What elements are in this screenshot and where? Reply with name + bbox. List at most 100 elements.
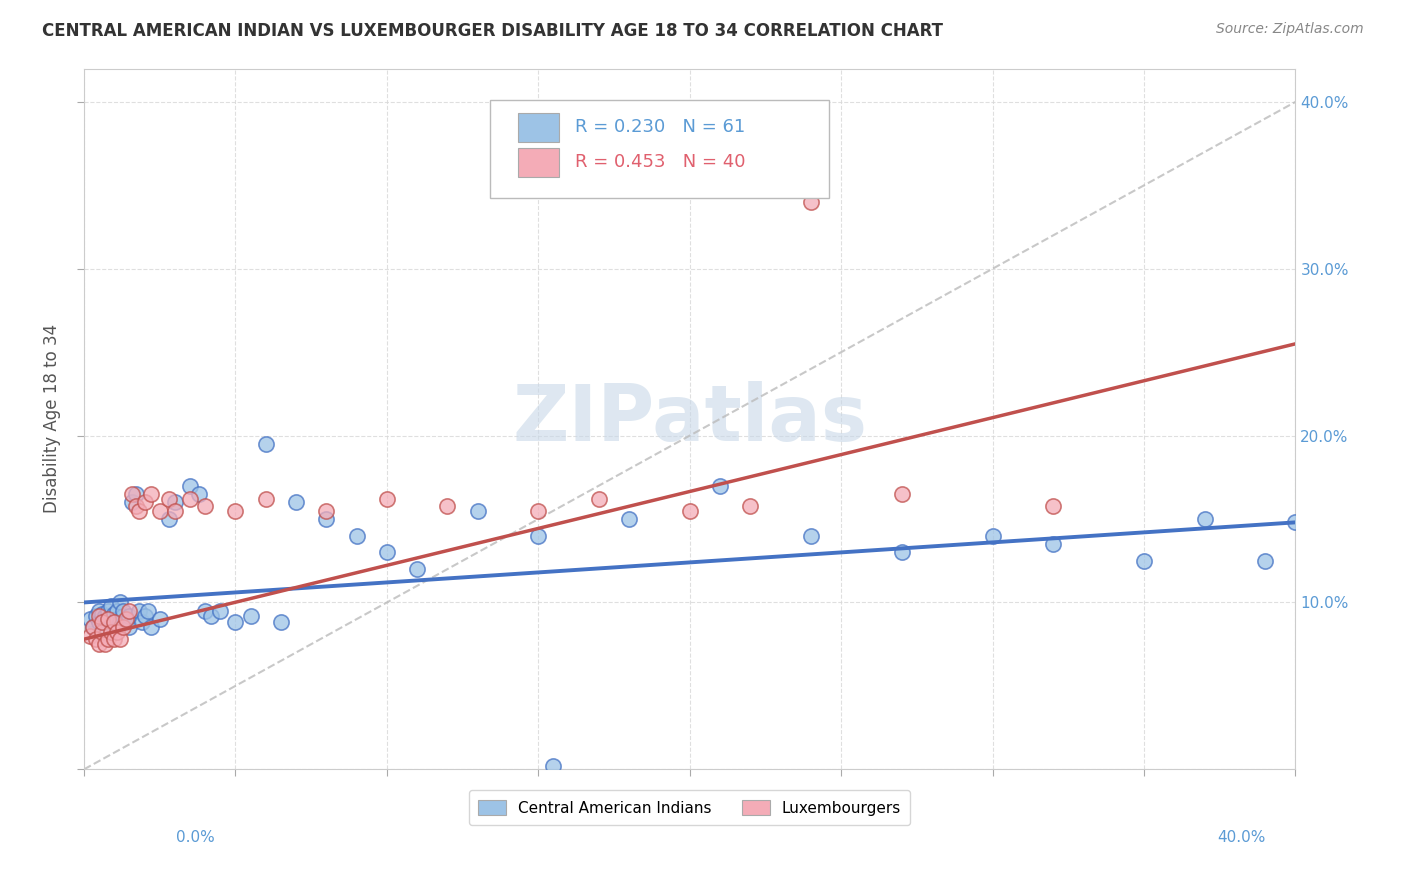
Point bbox=[103, 615, 125, 630]
Point bbox=[97, 612, 120, 626]
Text: CENTRAL AMERICAN INDIAN VS LUXEMBOURGER DISABILITY AGE 18 TO 34 CORRELATION CHAR: CENTRAL AMERICAN INDIAN VS LUXEMBOURGER … bbox=[42, 22, 943, 40]
Point bbox=[239, 608, 262, 623]
FancyBboxPatch shape bbox=[517, 112, 560, 142]
Point bbox=[115, 612, 138, 626]
Point bbox=[97, 632, 120, 647]
Point bbox=[800, 194, 823, 209]
Point bbox=[118, 620, 141, 634]
Point bbox=[179, 491, 201, 506]
Point bbox=[315, 512, 337, 526]
Point bbox=[112, 608, 135, 623]
Point bbox=[136, 604, 159, 618]
Point bbox=[121, 495, 143, 509]
Point bbox=[194, 604, 217, 618]
Point bbox=[527, 529, 550, 543]
Point bbox=[543, 759, 565, 773]
Point bbox=[110, 595, 132, 609]
Point bbox=[105, 625, 128, 640]
Point bbox=[115, 615, 138, 630]
Point bbox=[94, 608, 117, 623]
Point bbox=[436, 499, 458, 513]
Point bbox=[91, 607, 114, 621]
Point bbox=[1042, 537, 1064, 551]
Point bbox=[157, 512, 180, 526]
Point bbox=[118, 604, 141, 618]
Point bbox=[91, 615, 114, 630]
Legend: Central American Indians, Luxembourgers: Central American Indians, Luxembourgers bbox=[470, 790, 910, 825]
Point bbox=[103, 620, 125, 634]
Point bbox=[134, 608, 156, 623]
Text: 0.0%: 0.0% bbox=[176, 830, 215, 845]
Point bbox=[679, 504, 702, 518]
Point bbox=[224, 615, 246, 630]
Text: 40.0%: 40.0% bbox=[1218, 830, 1265, 845]
Point bbox=[89, 604, 111, 618]
Text: R = 0.230   N = 61: R = 0.230 N = 61 bbox=[575, 118, 745, 136]
Point bbox=[467, 504, 489, 518]
Text: R = 0.453   N = 40: R = 0.453 N = 40 bbox=[575, 153, 745, 170]
Point bbox=[105, 604, 128, 618]
Point bbox=[79, 629, 101, 643]
Point bbox=[1254, 554, 1277, 568]
Point bbox=[128, 504, 150, 518]
Point bbox=[890, 545, 912, 559]
Point bbox=[91, 612, 114, 626]
Point bbox=[709, 478, 731, 492]
Point bbox=[346, 529, 368, 543]
Point bbox=[1133, 554, 1156, 568]
Point bbox=[254, 491, 277, 506]
Point bbox=[103, 632, 125, 647]
Point bbox=[100, 599, 122, 613]
Point bbox=[224, 504, 246, 518]
Point bbox=[128, 604, 150, 618]
Point bbox=[163, 504, 186, 518]
Point bbox=[1042, 499, 1064, 513]
Y-axis label: Disability Age 18 to 34: Disability Age 18 to 34 bbox=[44, 325, 60, 514]
Text: Source: ZipAtlas.com: Source: ZipAtlas.com bbox=[1216, 22, 1364, 37]
Point bbox=[375, 545, 398, 559]
Point bbox=[981, 529, 1004, 543]
Point bbox=[1284, 516, 1306, 530]
Point bbox=[84, 608, 107, 623]
Point bbox=[179, 478, 201, 492]
Point bbox=[740, 499, 762, 513]
Point bbox=[79, 612, 101, 626]
Point bbox=[139, 487, 162, 501]
Point bbox=[124, 487, 146, 501]
Point bbox=[139, 620, 162, 634]
Point bbox=[149, 612, 172, 626]
FancyBboxPatch shape bbox=[517, 148, 560, 178]
Point bbox=[100, 612, 122, 626]
Point bbox=[84, 632, 107, 647]
Point bbox=[112, 604, 135, 618]
Point bbox=[110, 615, 132, 630]
Point bbox=[375, 491, 398, 506]
Point bbox=[1194, 512, 1216, 526]
Point bbox=[315, 504, 337, 518]
Point bbox=[82, 620, 104, 634]
Point bbox=[100, 625, 122, 640]
Point bbox=[89, 608, 111, 623]
Point bbox=[163, 495, 186, 509]
Point bbox=[188, 487, 211, 501]
Point bbox=[82, 620, 104, 634]
Point bbox=[97, 604, 120, 618]
Point bbox=[527, 504, 550, 518]
Point bbox=[112, 620, 135, 634]
Point bbox=[94, 637, 117, 651]
Point bbox=[118, 608, 141, 623]
Point bbox=[588, 491, 610, 506]
Point bbox=[121, 487, 143, 501]
FancyBboxPatch shape bbox=[489, 100, 830, 198]
Point bbox=[209, 604, 232, 618]
Point bbox=[97, 615, 120, 630]
Point bbox=[149, 504, 172, 518]
Point bbox=[89, 615, 111, 630]
Point bbox=[94, 620, 117, 634]
Point bbox=[103, 607, 125, 621]
Point bbox=[131, 615, 153, 630]
Point bbox=[157, 491, 180, 506]
Point bbox=[270, 615, 292, 630]
Point bbox=[89, 637, 111, 651]
Point bbox=[617, 512, 640, 526]
